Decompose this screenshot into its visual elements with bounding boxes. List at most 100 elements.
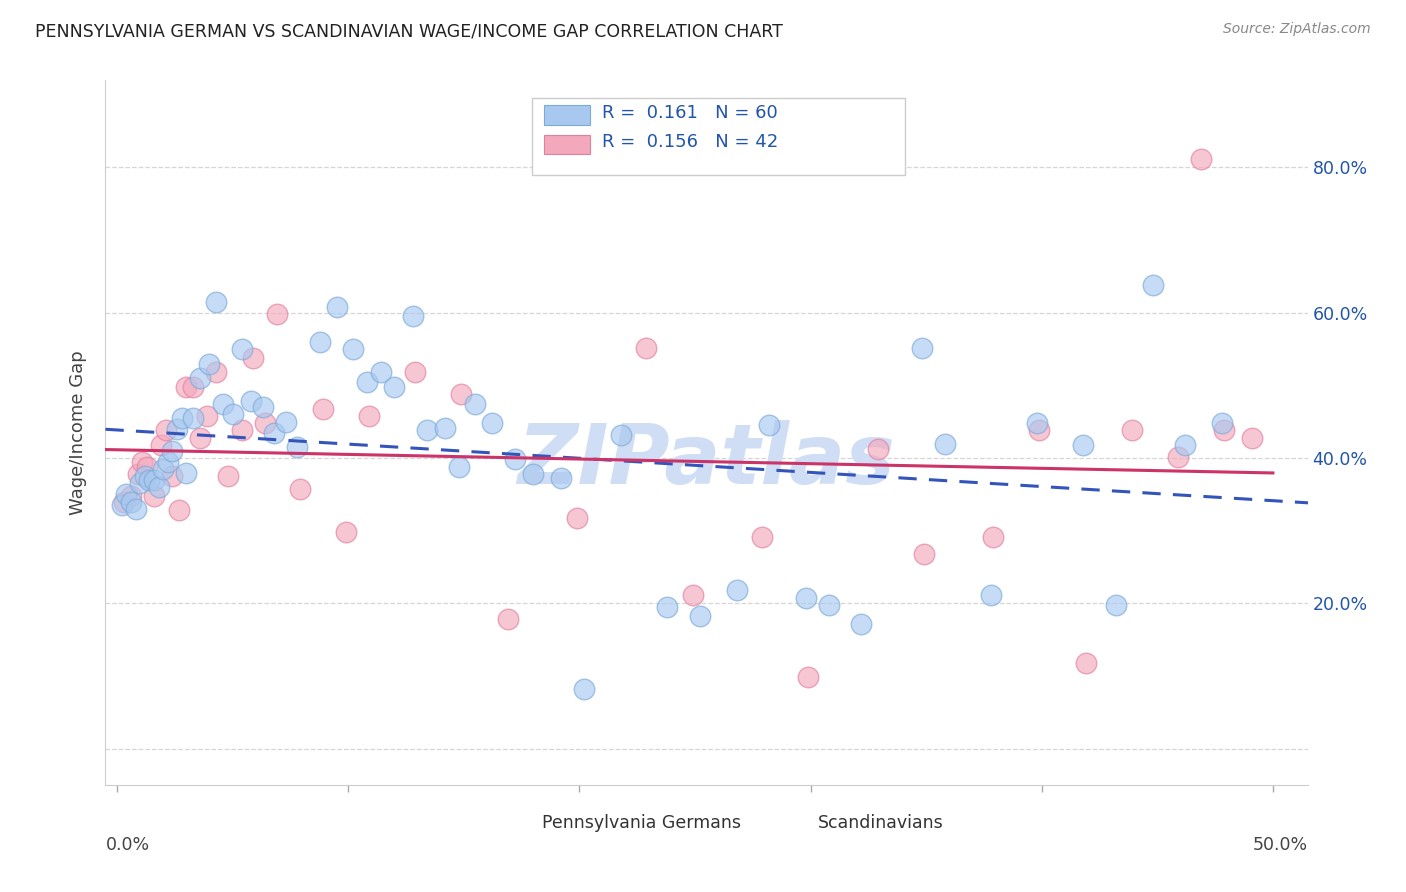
Point	[309, 334, 332, 349]
Point	[217, 469, 239, 483]
Point	[910, 341, 932, 355]
Point	[176, 466, 198, 480]
Point	[450, 387, 472, 401]
Text: R =  0.161   N = 60: R = 0.161 N = 60	[602, 104, 778, 122]
Bar	[544, 135, 591, 154]
Point	[252, 400, 274, 414]
Point	[1026, 416, 1049, 430]
Point	[357, 409, 380, 423]
Point	[503, 452, 526, 467]
Point	[335, 525, 357, 540]
Point	[138, 473, 160, 487]
Point	[934, 436, 956, 450]
Point	[285, 440, 308, 454]
Point	[253, 416, 276, 430]
Point	[181, 380, 204, 394]
Point	[682, 588, 704, 602]
Point	[449, 459, 471, 474]
Point	[1213, 424, 1236, 438]
Point	[416, 424, 439, 438]
Point	[149, 438, 172, 452]
Point	[1167, 450, 1189, 464]
Point	[758, 417, 780, 432]
Point	[205, 365, 228, 379]
Point	[1105, 598, 1128, 612]
Point	[288, 482, 311, 496]
Point	[725, 583, 748, 598]
Point	[143, 473, 166, 487]
Point	[188, 371, 211, 385]
Point	[797, 670, 820, 684]
Point	[152, 462, 174, 476]
Point	[610, 427, 633, 442]
Text: 0.0%: 0.0%	[105, 836, 149, 854]
Point	[1241, 431, 1264, 445]
Point	[1211, 416, 1233, 430]
Point	[636, 341, 658, 355]
Text: R =  0.156   N = 42: R = 0.156 N = 42	[602, 133, 778, 152]
Point	[434, 420, 457, 434]
Point	[266, 307, 288, 321]
Point	[980, 588, 1002, 602]
Point	[1142, 278, 1164, 293]
Point	[1174, 438, 1197, 452]
Text: Pennsylvania Germans: Pennsylvania Germans	[541, 814, 741, 832]
Point	[818, 598, 841, 612]
Point	[342, 342, 364, 356]
Point	[1074, 656, 1097, 670]
Point	[550, 471, 572, 485]
Point	[162, 443, 184, 458]
Text: Source: ZipAtlas.com: Source: ZipAtlas.com	[1223, 22, 1371, 37]
Text: Scandinavians: Scandinavians	[818, 814, 943, 832]
Point	[176, 380, 198, 394]
Point	[131, 455, 153, 469]
Point	[212, 396, 235, 410]
Point	[794, 591, 817, 605]
Point	[522, 467, 544, 481]
Point	[205, 294, 228, 309]
Point	[464, 396, 486, 410]
Point	[402, 310, 425, 324]
Point	[181, 411, 204, 425]
Point	[111, 498, 134, 512]
Point	[155, 424, 177, 438]
Point	[231, 342, 253, 356]
Point	[1073, 438, 1095, 452]
Point	[115, 487, 138, 501]
FancyBboxPatch shape	[533, 98, 905, 176]
Point	[481, 416, 503, 430]
Point	[496, 612, 519, 626]
Point	[689, 609, 711, 624]
Point	[221, 408, 243, 422]
Point	[169, 503, 191, 517]
Point	[148, 480, 170, 494]
Point	[166, 422, 188, 436]
Point	[912, 547, 935, 561]
Point	[162, 469, 184, 483]
Point	[1121, 424, 1143, 438]
Point	[274, 415, 297, 429]
Point	[134, 469, 156, 483]
Point	[127, 467, 149, 481]
Point	[136, 459, 159, 474]
Point	[404, 365, 426, 379]
Point	[356, 375, 378, 389]
Bar	[496, 815, 530, 830]
Text: PENNSYLVANIA GERMAN VS SCANDINAVIAN WAGE/INCOME GAP CORRELATION CHART: PENNSYLVANIA GERMAN VS SCANDINAVIAN WAGE…	[35, 22, 783, 40]
Bar	[773, 815, 806, 830]
Point	[325, 300, 347, 314]
Point	[657, 599, 679, 614]
Point	[751, 529, 773, 543]
Point	[565, 510, 588, 524]
Text: 50.0%: 50.0%	[1253, 836, 1308, 854]
Point	[242, 351, 264, 365]
Point	[312, 401, 335, 416]
Point	[1028, 424, 1050, 438]
Y-axis label: Wage/Income Gap: Wage/Income Gap	[69, 351, 87, 515]
Point	[384, 380, 406, 394]
Point	[170, 411, 193, 425]
Point	[370, 365, 392, 379]
Point	[112, 494, 135, 508]
Point	[124, 502, 146, 516]
Bar	[544, 105, 591, 125]
